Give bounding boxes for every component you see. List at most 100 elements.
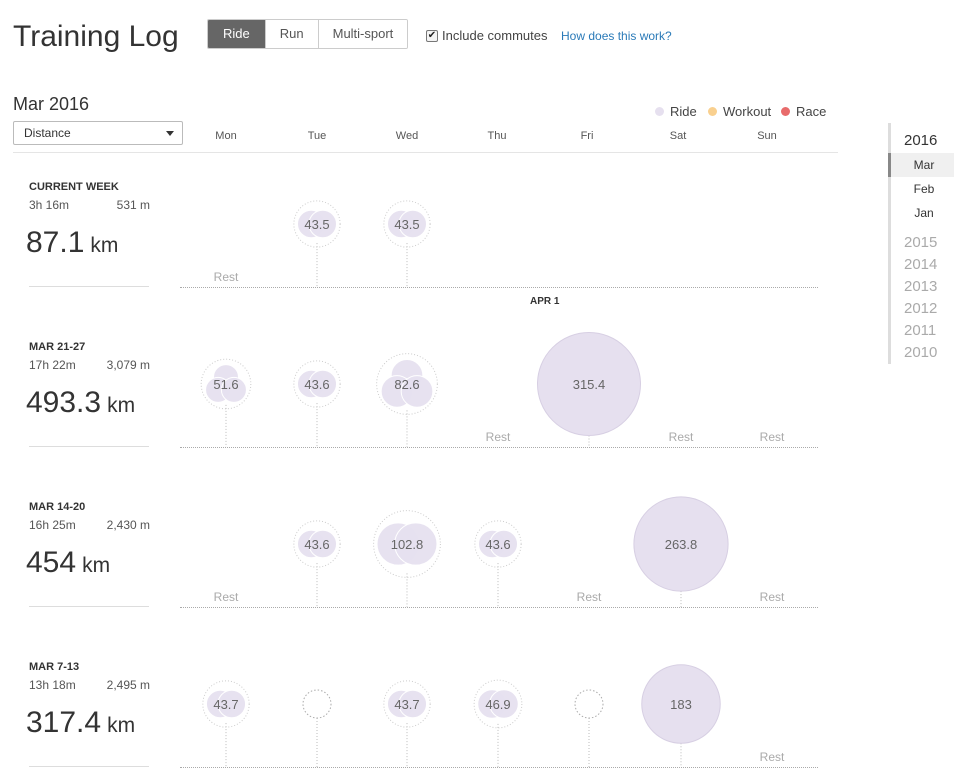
ride-bubble[interactable]: 82.6 [376, 353, 438, 447]
week-divider [29, 286, 149, 287]
include-commutes-label: Include commutes [442, 28, 548, 43]
include-commutes-checkbox[interactable]: ✔ [426, 29, 438, 42]
tab-run[interactable]: Run [264, 20, 318, 48]
ride-bubble[interactable]: 183 [641, 664, 721, 767]
ride-dot-icon [655, 107, 664, 116]
ride-bubble[interactable]: 43.5 [383, 200, 431, 287]
year-2013[interactable]: 2013 [904, 278, 938, 295]
year-2011[interactable]: 2011 [904, 322, 937, 339]
include-commutes-option[interactable]: ✔ Include commutes [426, 28, 548, 43]
week-label: CURRENT WEEK [29, 181, 119, 193]
ride-bubble[interactable]: 43.7 [202, 680, 250, 767]
chevron-down-icon [166, 131, 174, 136]
header-divider [13, 152, 838, 153]
week-distance: 493.3 km [26, 386, 135, 420]
workout-dot-icon [708, 107, 717, 116]
rest-label: Rest [485, 430, 511, 444]
ride-bubble[interactable]: 43.5 [293, 200, 341, 287]
ride-bubble[interactable]: 102.8 [373, 510, 441, 607]
week-divider [29, 446, 149, 447]
bubble-outline [202, 680, 250, 728]
ride-circle [308, 209, 338, 239]
ride-circle [398, 689, 428, 719]
ride-bubble[interactable]: 263.8 [633, 496, 729, 607]
ride-distance-label: 51.6 [213, 377, 238, 392]
day-header-thu: Thu [487, 130, 507, 142]
year-2014[interactable]: 2014 [904, 256, 938, 273]
week-label: MAR 14-20 [29, 501, 86, 513]
ride-bubble[interactable]: 315.4 [536, 331, 642, 447]
race-dot-icon [781, 107, 790, 116]
metric-select[interactable]: Distance [13, 121, 183, 145]
rest-label: Rest [576, 590, 602, 604]
day-header-wed: Wed [395, 130, 419, 142]
rest-label: Rest [759, 430, 785, 444]
month-mar[interactable]: Mar [888, 153, 954, 177]
legend-label: Race [796, 104, 827, 119]
year-2015[interactable]: 2015 [904, 234, 938, 251]
bubble-outline [373, 510, 441, 578]
ride-circle [308, 369, 338, 399]
month-jan[interactable]: Jan [914, 206, 934, 220]
week-label: MAR 7-13 [29, 661, 80, 673]
week-time: 3h 16m [29, 198, 70, 212]
ride-circle [536, 331, 642, 437]
how-does-this-work-link[interactable]: How does this work? [561, 29, 672, 43]
metric-select-value: Distance [24, 126, 71, 140]
bubble-outline [293, 520, 341, 568]
ride-circle [308, 529, 338, 559]
ride-bubble[interactable]: 43.7 [383, 680, 431, 767]
legend-label: Ride [670, 104, 697, 119]
bubble-outline [383, 200, 431, 248]
ride-distance-label: 43.6 [485, 537, 510, 552]
week-baseline [180, 607, 818, 608]
ride-circle [394, 522, 438, 566]
ride-bubble[interactable]: 43.6 [474, 520, 522, 607]
ride-distance-label: 43.5 [304, 217, 329, 232]
empty-activity-marker [574, 689, 604, 719]
tab-ride[interactable]: Ride [208, 20, 265, 48]
ride-bubble[interactable]: 43.6 [293, 360, 341, 447]
legend-race: Race [781, 104, 826, 119]
legend-label: Workout [723, 104, 772, 119]
ride-distance-label: 43.7 [213, 697, 238, 712]
week-distance-value: 493.3 [26, 386, 102, 419]
ride-circle [489, 529, 519, 559]
ride-circle [398, 209, 428, 239]
day-header-sat: Sat [669, 130, 687, 142]
week-distance: 454 km [26, 546, 110, 580]
rest-label: Rest [668, 430, 694, 444]
legend-ride: Ride [655, 104, 697, 119]
bubble-outline [474, 520, 522, 568]
month-feb[interactable]: Feb [913, 182, 935, 196]
week-label: MAR 21-27 [29, 341, 86, 353]
ride-distance-label: 263.8 [665, 537, 698, 552]
ride-bubble[interactable]: 46.9 [473, 679, 523, 767]
ride-bubble[interactable]: 51.6 [200, 358, 252, 447]
week-elevation: 3,079 m [106, 358, 150, 372]
day-header-sun: Sun [757, 130, 777, 142]
ride-bubble[interactable]: 43.6 [293, 520, 341, 607]
week-elevation: 531 m [116, 198, 150, 212]
rest-label: Rest [213, 270, 239, 284]
ride-distance-label: 183 [670, 697, 692, 712]
week-distance-unit: km [82, 554, 111, 577]
year-2016[interactable]: 2016 [904, 132, 938, 149]
year-2012[interactable]: 2012 [904, 300, 938, 317]
rest-label: Rest [759, 590, 785, 604]
week-time: 17h 22m [29, 358, 76, 372]
ride-circle [400, 375, 434, 408]
ride-distance-label: 43.5 [394, 217, 419, 232]
tab-multi-sport[interactable]: Multi-sport [317, 20, 408, 48]
page-title: Training Log [13, 20, 179, 53]
ride-circle [641, 664, 721, 744]
bubble-outline [376, 353, 438, 415]
week-baseline [180, 447, 818, 448]
week-distance-value: 317.4 [26, 706, 102, 739]
year-2010[interactable]: 2010 [904, 344, 938, 361]
empty-activity-marker [302, 689, 332, 719]
ride-circle [633, 496, 729, 592]
month-boundary-marker: APR 1 [530, 296, 560, 307]
week-divider [29, 606, 149, 607]
